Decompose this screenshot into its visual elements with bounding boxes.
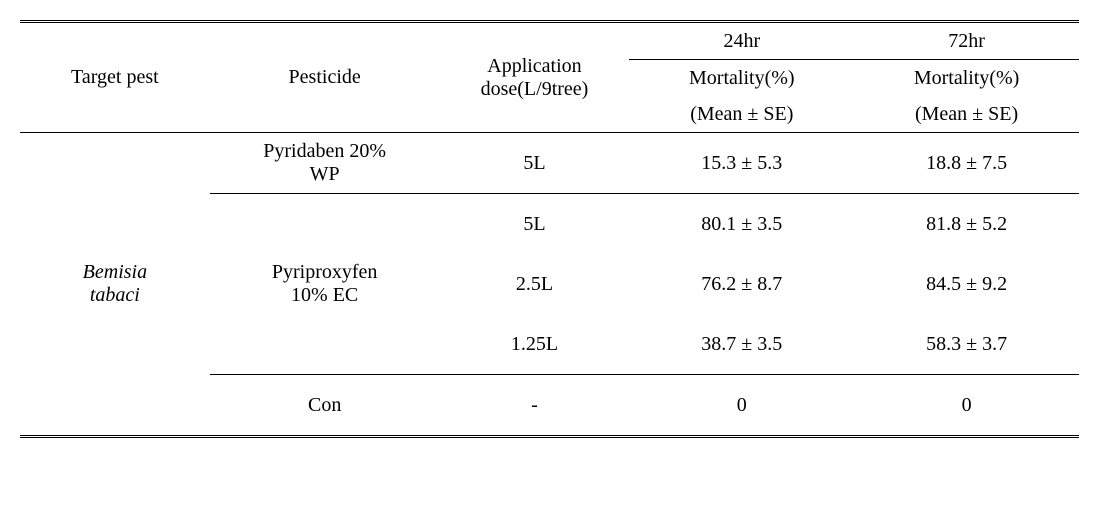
pesticide-l1: Pyridaben 20%: [210, 140, 440, 163]
header-mortality-24: Mortality(%): [629, 60, 854, 97]
target-pest-l2: tabaci: [20, 284, 210, 307]
cell-pesticide: Pyriproxyfen 10% EC: [210, 194, 440, 375]
cell-dose: 2.5L: [440, 254, 630, 314]
header-24hr: 24hr: [629, 22, 854, 60]
pesticide-mortality-table: Target pest Pesticide Application dose(L…: [20, 20, 1079, 438]
header-application-dose-l2: dose(L/9tree): [440, 78, 630, 101]
cell-m72: 0: [854, 375, 1079, 437]
cell-m72: 84.5 ± 9.2: [854, 254, 1079, 314]
pesticide-l1: Pyriproxyfen: [210, 261, 440, 284]
pesticide-l2: 10% EC: [210, 284, 440, 307]
header-mean-se-24: (Mean ± SE): [629, 96, 854, 133]
header-application-dose: Application dose(L/9tree): [440, 22, 630, 133]
cell-pesticide: Pyridaben 20% WP: [210, 133, 440, 194]
target-pest-l1: Bemisia: [20, 261, 210, 284]
table-row: Bemisia tabaci Pyridaben 20% WP 5L 15.3 …: [20, 133, 1079, 194]
cell-pesticide: Con: [210, 375, 440, 437]
header-mean-se-72: (Mean ± SE): [854, 96, 1079, 133]
cell-m24: 15.3 ± 5.3: [629, 133, 854, 194]
cell-target-pest: Bemisia tabaci: [20, 133, 210, 437]
cell-dose: -: [440, 375, 630, 437]
cell-m24: 38.7 ± 3.5: [629, 314, 854, 375]
cell-m24: 0: [629, 375, 854, 437]
pesticide-l2: WP: [210, 163, 440, 186]
cell-m72: 58.3 ± 3.7: [854, 314, 1079, 375]
cell-m24: 80.1 ± 3.5: [629, 194, 854, 255]
cell-m72: 18.8 ± 7.5: [854, 133, 1079, 194]
header-target-pest: Target pest: [20, 22, 210, 133]
cell-dose: 1.25L: [440, 314, 630, 375]
cell-m24: 76.2 ± 8.7: [629, 254, 854, 314]
header-pesticide: Pesticide: [210, 22, 440, 133]
header-mortality-72: Mortality(%): [854, 60, 1079, 97]
pesticide-mortality-table-wrap: Target pest Pesticide Application dose(L…: [20, 20, 1079, 438]
header-72hr: 72hr: [854, 22, 1079, 60]
cell-dose: 5L: [440, 194, 630, 255]
cell-m72: 81.8 ± 5.2: [854, 194, 1079, 255]
cell-dose: 5L: [440, 133, 630, 194]
header-application-dose-l1: Application: [440, 55, 630, 78]
header-row-1: Target pest Pesticide Application dose(L…: [20, 22, 1079, 60]
